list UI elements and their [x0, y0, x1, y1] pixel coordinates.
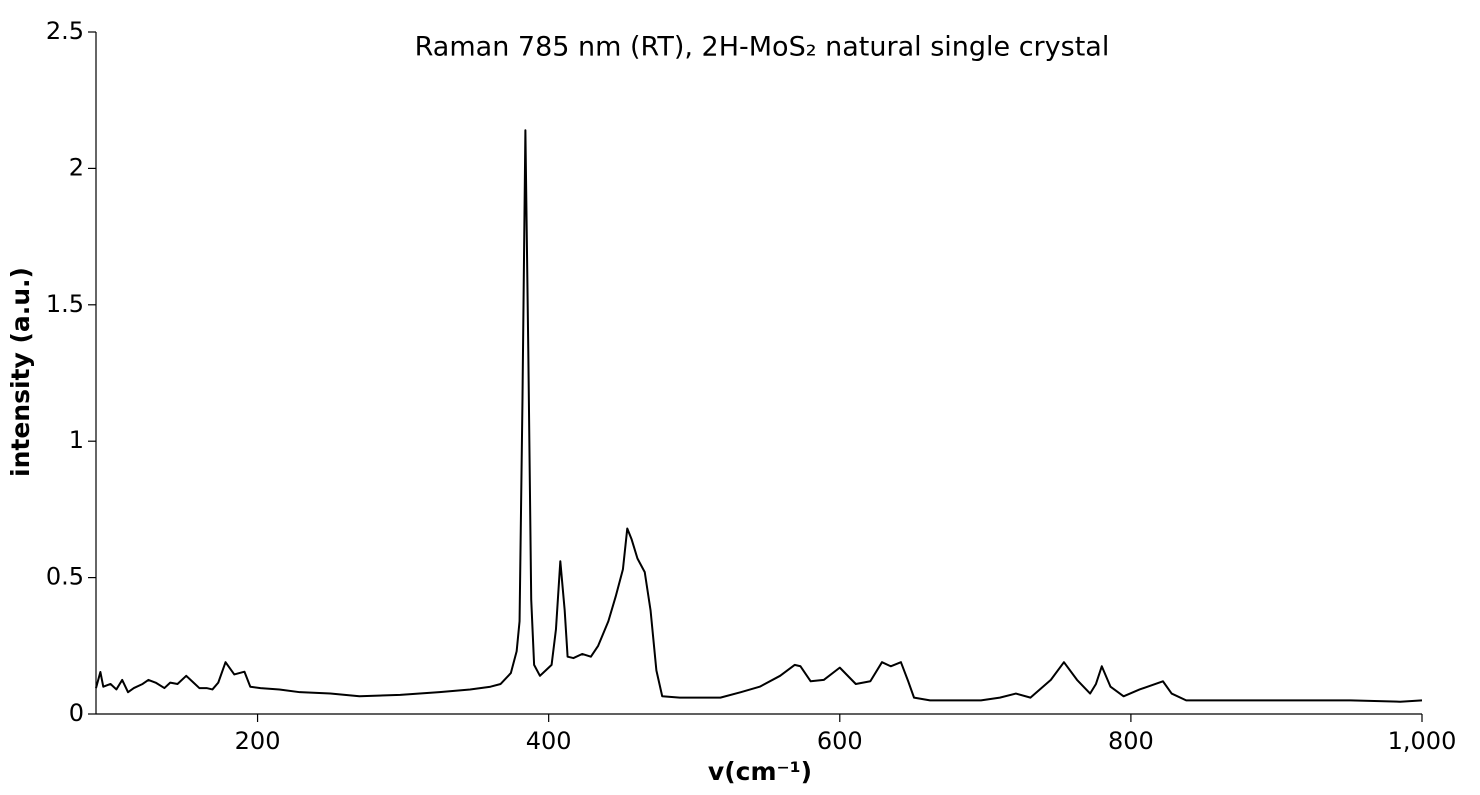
y-tick-label: 2.5: [46, 17, 84, 45]
y-tick-label: 0: [69, 699, 84, 727]
x-tick-label: 400: [526, 727, 572, 755]
chart-title: Raman 785 nm (RT), 2H-MoS₂ natural singl…: [415, 32, 1110, 63]
x-axis-label: v(cm⁻¹): [708, 757, 812, 786]
x-tick-label: 800: [1108, 727, 1154, 755]
y-tick-label: 1: [69, 426, 84, 454]
y-tick-label: 0.5: [46, 563, 84, 591]
y-axis-label: intensity (a.u.): [6, 267, 35, 477]
y-tick-label: 1.5: [46, 290, 84, 318]
y-tick-label: 2: [69, 153, 84, 181]
x-tick-label: 200: [235, 727, 281, 755]
spectrum-line: [95, 129, 1423, 703]
x-tick-label: 600: [817, 727, 863, 755]
x-tick-label: 1,000: [1388, 727, 1457, 755]
